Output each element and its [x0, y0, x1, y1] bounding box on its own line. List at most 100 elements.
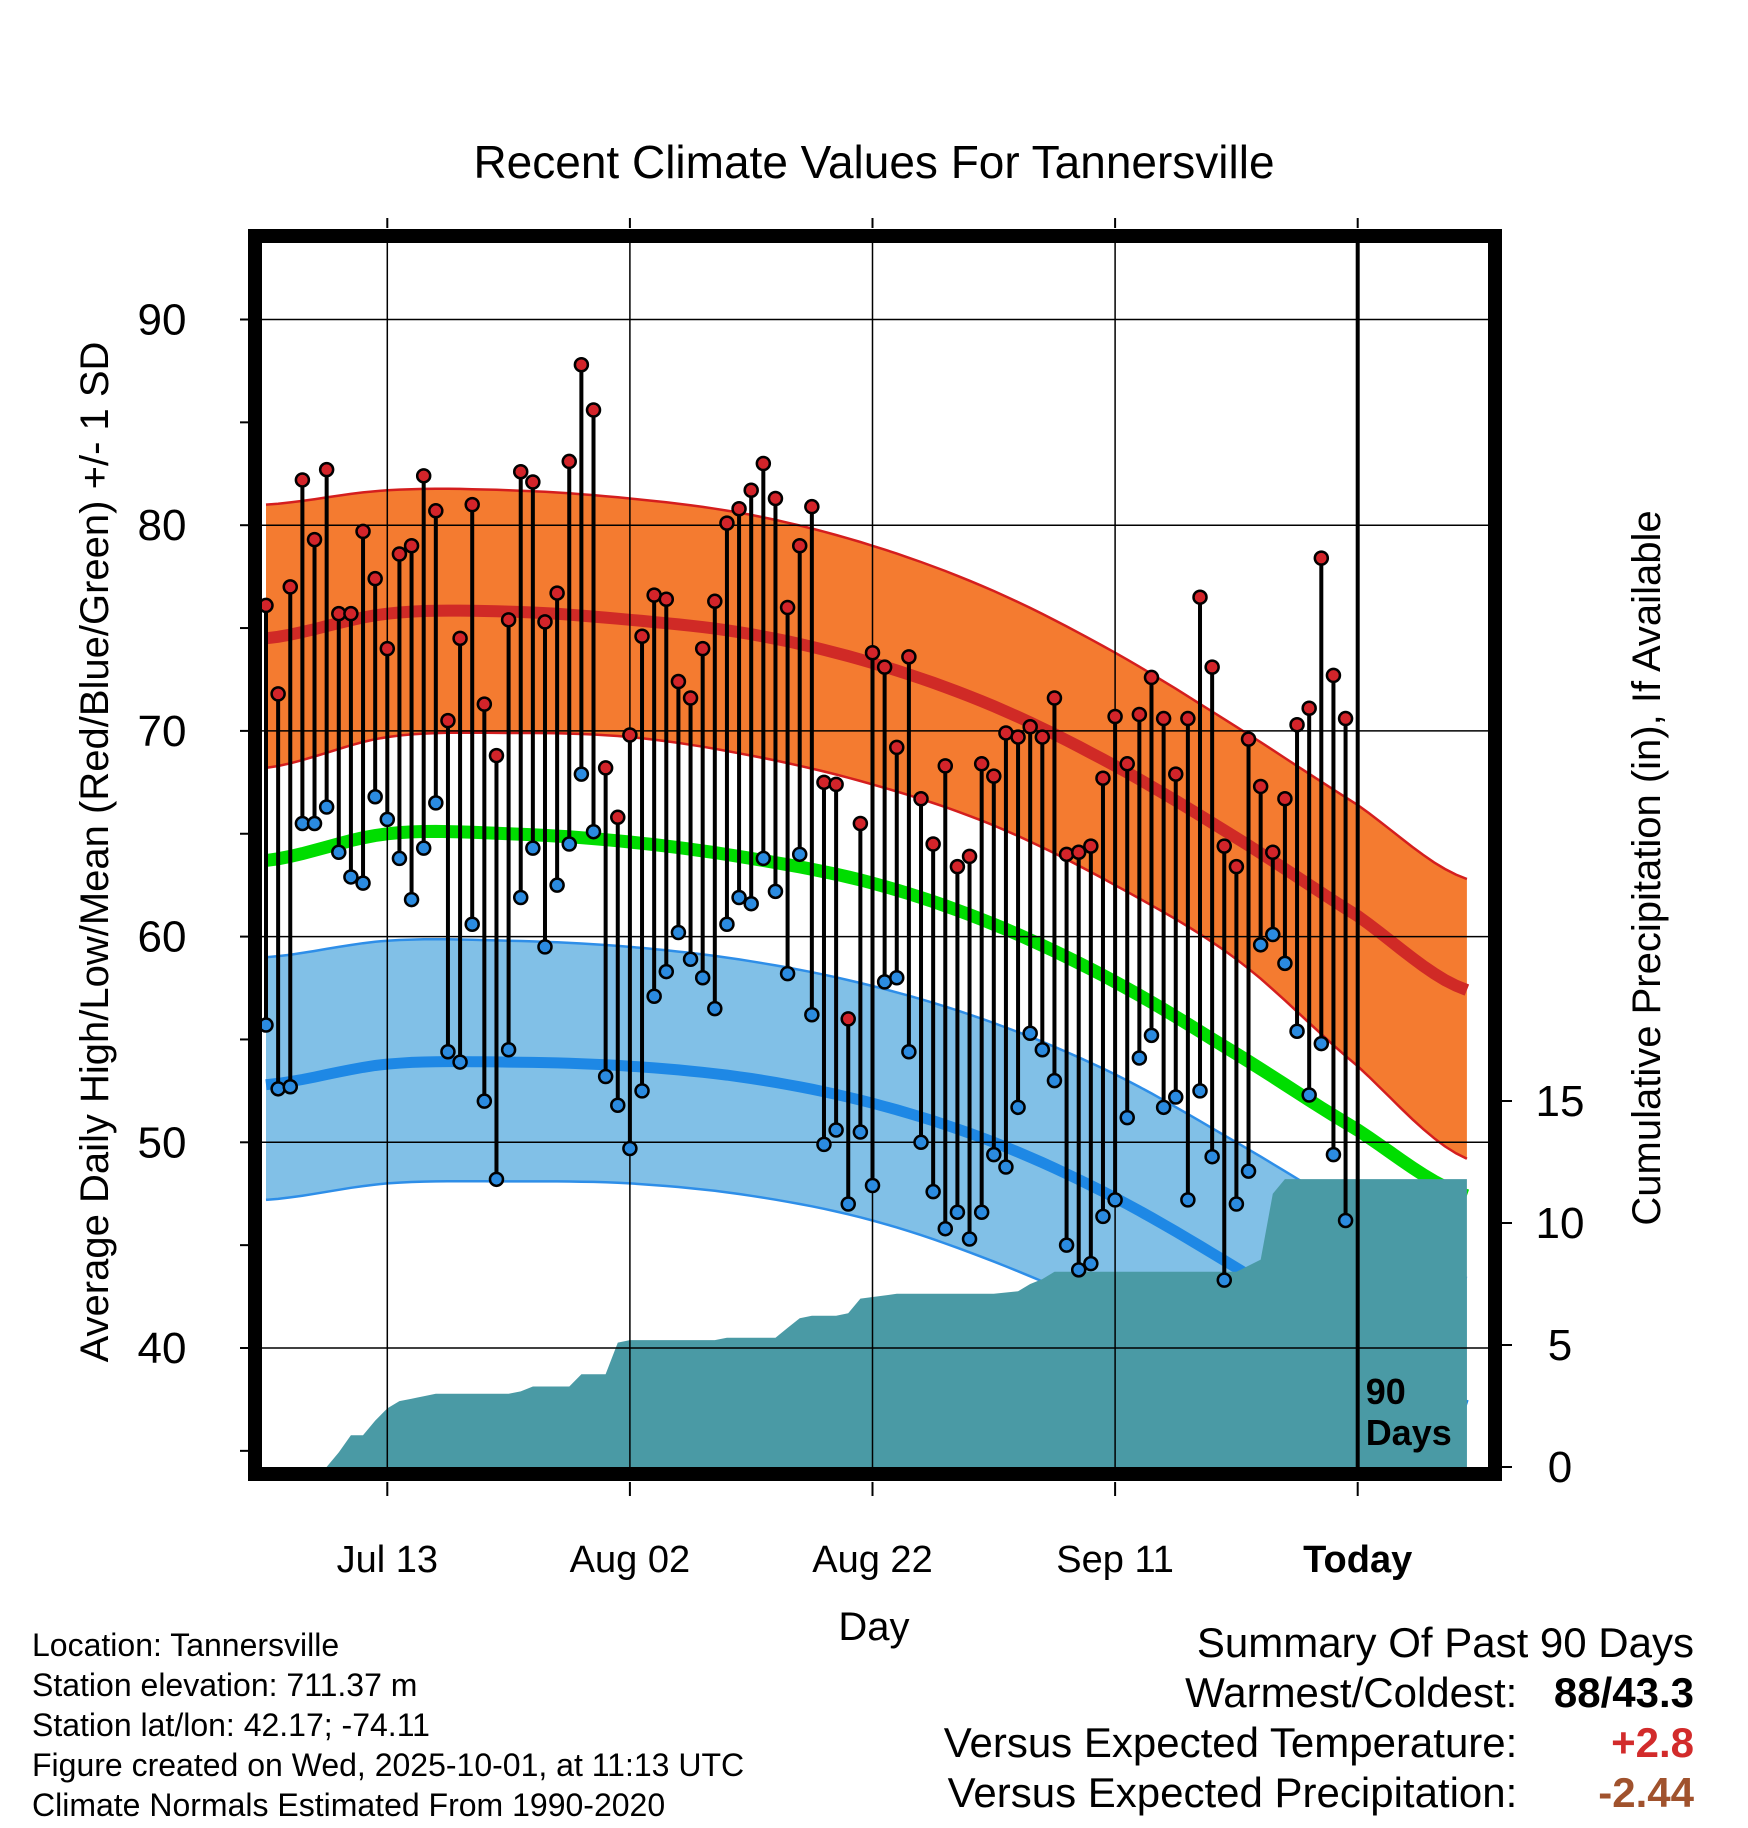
observed-low-point — [464, 916, 480, 933]
observed-low-point — [852, 1124, 869, 1140]
observed-high-point — [573, 357, 590, 373]
observed-high-point — [262, 597, 274, 614]
observed-high-point — [428, 503, 444, 519]
observed-low-point — [1070, 1262, 1087, 1278]
y-tick-label: 50 — [138, 1118, 187, 1167]
observed-low-point — [1301, 1087, 1317, 1103]
observed-high-point — [876, 659, 893, 675]
observed-high-point — [379, 640, 396, 657]
observed-high-point — [1277, 791, 1293, 807]
observed-low-point — [1143, 1027, 1160, 1044]
observed-low-point — [262, 1017, 274, 1033]
observed-low-point — [1180, 1192, 1196, 1208]
observed-high-point — [1228, 858, 1245, 875]
temp-label: Versus Expected Temperature: — [943, 1719, 1518, 1766]
station-info: Location: Tannersville Station elevation… — [32, 1625, 744, 1825]
observed-low-point — [270, 1081, 286, 1097]
observed-low-point — [1034, 1041, 1051, 1058]
observed-high-point — [367, 570, 383, 587]
observed-low-point — [1168, 1089, 1184, 1105]
observed-high-point — [1083, 838, 1099, 854]
observed-high-point — [549, 585, 565, 601]
observed-high-point — [415, 468, 432, 484]
observed-low-point — [597, 1068, 614, 1085]
observed-high-point — [1192, 589, 1208, 605]
observed-low-point — [537, 939, 553, 955]
observed-high-point — [658, 591, 675, 608]
observed-high-point — [1240, 731, 1257, 747]
observed-low-point — [488, 1171, 505, 1188]
observed-low-point — [367, 788, 383, 805]
observed-low-point — [585, 823, 602, 840]
observed-high-point — [634, 628, 650, 645]
observed-high-point — [816, 774, 832, 791]
observed-high-point — [1143, 669, 1160, 686]
observed-low-point — [1131, 1050, 1148, 1066]
observed-high-point — [610, 809, 626, 826]
observed-high-point — [1131, 706, 1148, 723]
observed-low-point — [1022, 1025, 1038, 1042]
observed-low-point — [1216, 1272, 1233, 1288]
observed-high-point — [901, 649, 917, 665]
precip-row: Versus Expected Precipitation: -2.44 — [944, 1768, 1694, 1818]
observed-low-point — [755, 850, 772, 867]
observed-high-point — [925, 836, 941, 852]
observed-high-point — [1010, 729, 1026, 745]
x-tick-label: Aug 02 — [570, 1539, 690, 1581]
observed-high-point — [913, 791, 929, 807]
observed-low-point — [512, 889, 529, 906]
observed-low-point — [998, 1159, 1014, 1175]
observed-high-point — [828, 776, 844, 793]
observed-high-point — [294, 472, 311, 488]
observed-low-point — [791, 846, 808, 863]
observed-low-point — [1265, 926, 1281, 943]
observed-high-point — [1155, 710, 1172, 727]
observed-low-point — [889, 969, 905, 986]
observed-low-point — [816, 1136, 832, 1153]
observed-low-point — [622, 1140, 638, 1157]
observed-high-point — [743, 482, 759, 498]
created-text: Figure created on Wed, 2025-10-01, at 11… — [32, 1747, 745, 1783]
observed-low-point — [986, 1146, 1002, 1163]
temp-value: +2.8 — [1611, 1719, 1694, 1766]
observed-high-point — [537, 614, 553, 630]
observed-low-point — [1325, 1146, 1342, 1163]
observed-high-point — [804, 498, 820, 515]
observed-high-point — [464, 496, 480, 513]
coldest-value: 43.3 — [1612, 1669, 1694, 1716]
temp-row: Versus Expected Temperature: +2.8 — [944, 1718, 1694, 1768]
observed-low-point — [610, 1097, 626, 1114]
observed-low-point — [804, 1007, 820, 1023]
observed-low-point — [901, 1044, 917, 1060]
observed-high-point — [694, 640, 711, 657]
observed-high-point — [343, 605, 359, 622]
observed-low-point — [973, 1204, 990, 1220]
precip-label: Versus Expected Precipitation: — [947, 1769, 1518, 1816]
observed-low-point — [828, 1122, 844, 1138]
observed-high-point — [986, 768, 1002, 784]
observed-high-point — [1289, 716, 1305, 733]
high-sd-band — [266, 488, 1467, 1159]
observed-high-point — [1204, 659, 1220, 675]
observed-high-point — [1180, 710, 1196, 727]
observed-low-point — [343, 869, 359, 885]
observed-low-point — [1337, 1212, 1354, 1229]
observed-high-point — [1325, 667, 1342, 684]
observed-high-point — [488, 747, 505, 764]
observed-high-point — [1252, 778, 1269, 795]
observed-low-point — [573, 766, 590, 782]
observed-high-point — [1265, 844, 1281, 861]
observed-high-point — [949, 858, 966, 875]
observed-high-point — [1337, 710, 1354, 727]
observed-high-point — [937, 758, 954, 774]
today-days-number: 90 — [1366, 1371, 1406, 1412]
observed-high-point — [512, 463, 529, 480]
observed-high-point — [779, 599, 796, 616]
observed-high-point — [707, 593, 723, 610]
y-tick-label: 60 — [138, 913, 187, 962]
warm-cold-value: 88/43.3 — [1553, 1669, 1694, 1716]
today-days-word: Days — [1366, 1412, 1452, 1453]
x-tick-label: Aug 22 — [812, 1539, 932, 1581]
observed-low-point — [500, 1041, 517, 1058]
observed-high-point — [440, 712, 456, 729]
